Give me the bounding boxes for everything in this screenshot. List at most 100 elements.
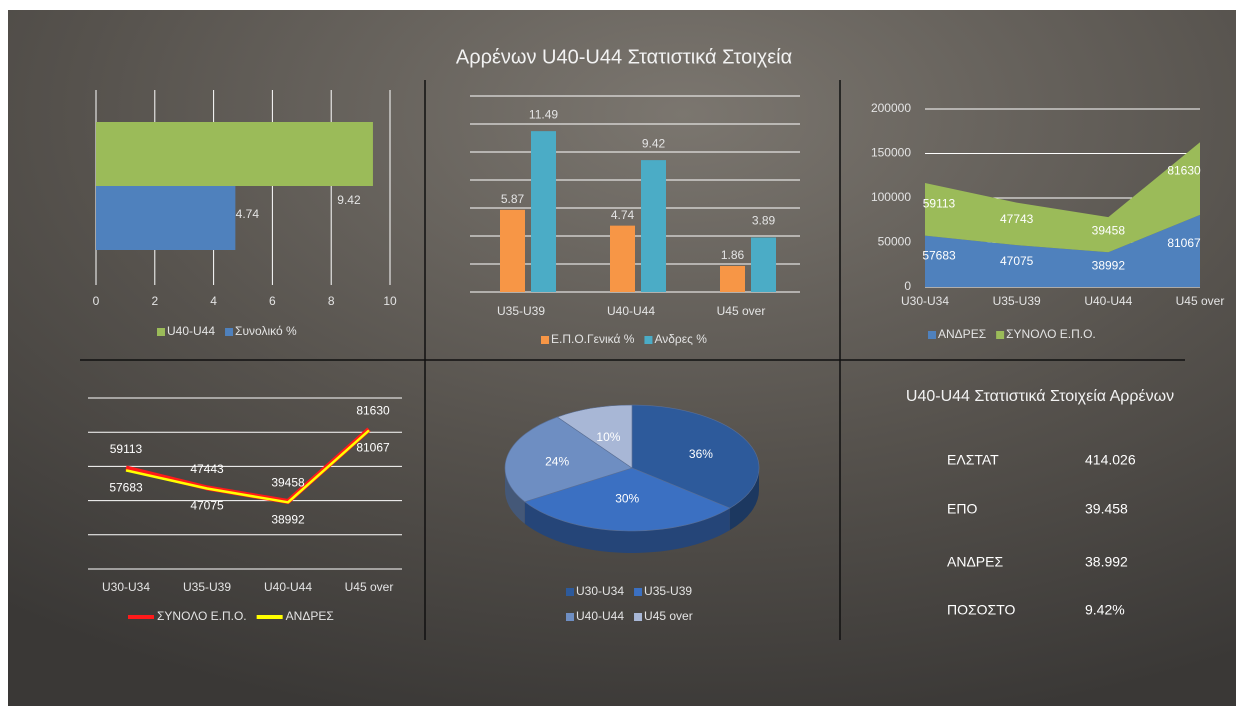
pie-slice: [556, 404, 633, 469]
pie-slice: [504, 416, 633, 503]
legend-label: U40-U44: [576, 609, 624, 623]
data-label: 36%: [689, 447, 713, 461]
pie-side: [729, 468, 759, 531]
data-label: 47443: [190, 462, 224, 476]
data-label: 4.74: [611, 208, 635, 222]
data-label: 39458: [1092, 223, 1126, 237]
y-tick-label: 0: [904, 279, 911, 293]
background: [8, 10, 1236, 706]
data-label: 81067: [1167, 236, 1201, 250]
data-label: 9.42: [642, 136, 666, 150]
y-tick-label: 100000: [871, 190, 911, 204]
y-tick-label: 50000: [878, 235, 912, 249]
x-tick-label: U35-U39: [497, 304, 545, 318]
table-label: ΑΝΔΡΕΣ: [947, 554, 1003, 570]
legend-swatch: [566, 588, 574, 596]
x-tick-label: U35-U39: [183, 580, 231, 594]
bar: [96, 186, 236, 250]
pie-side: [505, 468, 525, 524]
data-label: 30%: [615, 492, 639, 506]
table-value: 39.458: [1085, 501, 1128, 517]
data-label: 3.89: [752, 214, 776, 228]
data-label: 39458: [271, 476, 305, 490]
x-tick-label: U45 over: [717, 304, 766, 318]
table-label: ΕΛΣΤΑΤ: [947, 452, 999, 468]
bar: [531, 131, 556, 292]
legend-swatch: [157, 328, 165, 336]
data-label: 47743: [1000, 212, 1034, 226]
x-tick-label: 10: [383, 294, 397, 308]
bar: [610, 225, 635, 292]
data-label: 10%: [596, 430, 620, 444]
data-label: 38992: [1092, 258, 1126, 272]
x-tick-label: U40-U44: [264, 580, 312, 594]
x-tick-label: 0: [93, 294, 100, 308]
data-label: 1.86: [721, 248, 745, 262]
data-label: 5.87: [501, 192, 525, 206]
legend-swatch: [225, 328, 234, 336]
legend-label: U35-U39: [644, 584, 692, 598]
table-value: 38.992: [1085, 554, 1128, 570]
bar: [720, 265, 745, 292]
table-title: U40-U44 Στατιστικά Στοιχεία Αρρένων: [906, 388, 1174, 405]
data-label: 4.74: [236, 207, 260, 221]
data-label: 38992: [271, 512, 305, 526]
bar: [96, 122, 373, 186]
data-label: 11.49: [529, 107, 558, 121]
legend-label: ΣΥΝΟΛΟ Ε.Π.Ο.: [1006, 327, 1096, 341]
x-tick-label: 8: [328, 294, 335, 308]
area: [925, 214, 1200, 287]
x-tick-label: U45 over: [345, 580, 394, 594]
bar: [751, 237, 776, 292]
x-tick-label: 2: [151, 294, 158, 308]
legend-swatch: [634, 588, 643, 596]
x-tick-label: U40-U44: [1084, 294, 1132, 308]
legend-swatch: [996, 331, 1005, 339]
legend-label: Ε.Π.Ο.Γενικά %: [551, 332, 635, 346]
x-tick-label: U35-U39: [993, 294, 1041, 308]
data-label: 81630: [1167, 163, 1201, 177]
x-tick-label: U30-U34: [901, 294, 949, 308]
pie-slice: [524, 467, 731, 532]
legend-label: Ανδρες %: [654, 332, 707, 346]
bar: [641, 160, 666, 292]
legend-swatch: [928, 331, 936, 339]
legend-label: U30-U34: [576, 584, 624, 598]
data-label: 9.42: [337, 193, 361, 207]
table-value: 414.026: [1085, 452, 1136, 468]
x-tick-label: 6: [269, 294, 276, 308]
legend-swatch: [541, 336, 549, 344]
data-label: 24%: [545, 454, 569, 468]
dashboard-title: Αρρένων U40-U44 Στατιστικά Στοιχεία: [456, 46, 792, 68]
legend-swatch: [644, 336, 653, 344]
pie-side: [524, 501, 730, 554]
area: [925, 142, 1200, 253]
data-label: 57683: [922, 248, 956, 262]
bar: [500, 209, 525, 292]
x-tick-label: U45 over: [1176, 294, 1225, 308]
legend-label: ΣΥΝΟΛΟ Ε.Π.Ο.: [157, 609, 247, 623]
data-label: 57683: [109, 481, 143, 495]
x-tick-label: U30-U34: [102, 580, 150, 594]
line: [125, 429, 370, 504]
legend-label: Συνολικό %: [235, 324, 297, 338]
legend-label: ΑΝΔΡΕΣ: [286, 609, 334, 623]
legend-label: U45 over: [644, 609, 693, 623]
x-tick-label: U40-U44: [607, 304, 655, 318]
pie-slice: [631, 404, 760, 509]
table-label: ΕΠΟ: [947, 501, 977, 517]
legend-label: U40-U44: [167, 324, 215, 338]
table-label: ΠΟΣΟΣΤΟ: [947, 602, 1015, 618]
legend-label: ΑΝΔΡΕΣ: [938, 327, 986, 341]
legend-swatch: [566, 613, 574, 621]
x-tick-label: 4: [210, 294, 217, 308]
y-tick-label: 150000: [871, 146, 911, 160]
legend-swatch: [634, 613, 643, 621]
data-label: 59113: [923, 196, 956, 210]
table-value: 9.42%: [1085, 602, 1125, 618]
data-label: 81067: [356, 441, 390, 455]
y-tick-label: 200000: [871, 101, 911, 115]
data-label: 81630: [356, 404, 390, 418]
data-label: 47075: [1000, 254, 1034, 268]
